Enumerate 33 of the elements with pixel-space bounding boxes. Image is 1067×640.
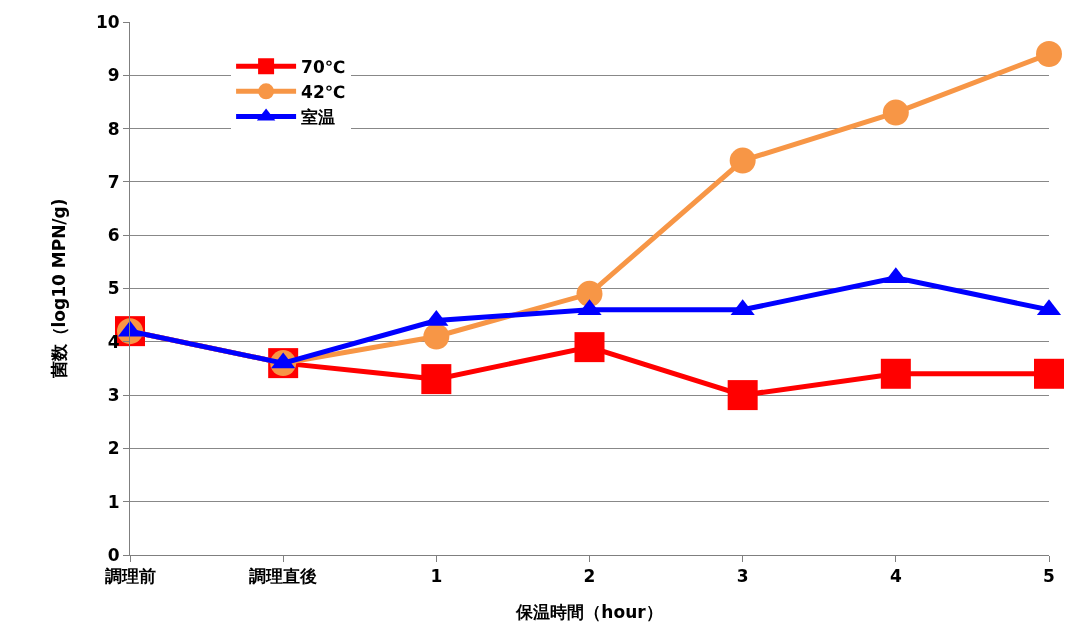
point <box>423 323 450 350</box>
x-tick-label: 調理直後 <box>249 566 318 587</box>
y-tick-label: 6 <box>107 225 120 246</box>
legend-label: 70℃ <box>301 56 346 77</box>
x-tick-label: 5 <box>1043 566 1055 587</box>
y-tick-label: 1 <box>107 491 120 512</box>
x-tick-label: 4 <box>889 566 902 587</box>
y-tick-label: 2 <box>107 438 120 459</box>
y-tick-label: 5 <box>107 278 120 299</box>
y-tick-label: 0 <box>107 544 120 565</box>
point <box>1034 358 1064 389</box>
x-tick-label: 3 <box>736 566 749 587</box>
legend-label: 42℃ <box>301 81 346 102</box>
x-tick-label: 2 <box>583 566 596 587</box>
x-axis-title: 保温時間（hour） <box>515 601 663 622</box>
y-tick-label: 7 <box>107 171 120 192</box>
point <box>421 364 452 395</box>
legend-label: 室温 <box>301 107 336 128</box>
point <box>574 332 605 363</box>
x-tick-label: 調理前 <box>104 566 156 587</box>
y-tick-label: 9 <box>107 65 120 86</box>
point <box>729 147 756 174</box>
point <box>880 358 911 389</box>
x-tick-label: 1 <box>430 566 443 587</box>
point <box>1036 40 1062 67</box>
point <box>727 380 758 411</box>
y-tick-label: 3 <box>107 385 120 406</box>
point <box>882 99 909 126</box>
point <box>576 280 603 307</box>
y-tick-label: 10 <box>95 11 120 32</box>
y-tick-label: 8 <box>107 118 120 139</box>
y-axis-title: 菌数（log10 MPN/g) <box>49 198 70 380</box>
y-tick-label: 4 <box>107 331 120 352</box>
